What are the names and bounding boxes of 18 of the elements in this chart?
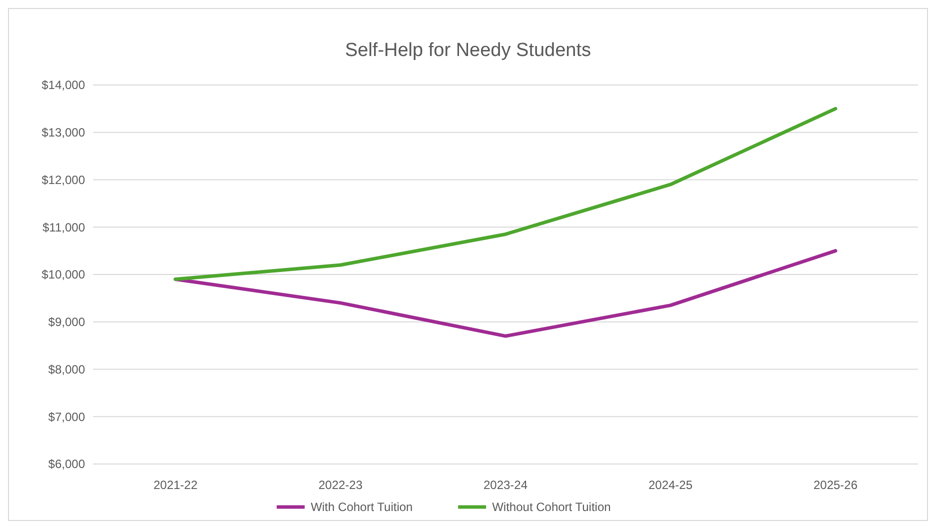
- y-tick-label: $9,000: [48, 315, 86, 330]
- y-tick-label: $8,000: [48, 362, 86, 376]
- x-tick-label: 2025-26: [813, 478, 858, 492]
- x-tick-label: 2022-23: [318, 478, 363, 492]
- legend-label: With Cohort Tuition: [310, 500, 413, 514]
- y-tick-label: $10,000: [42, 268, 86, 282]
- line-series: [174, 106, 838, 281]
- y-tick-label: $12,000: [42, 172, 86, 187]
- y-tick-label: $11,000: [42, 220, 86, 234]
- y-tick-label: $14,000: [42, 78, 86, 92]
- x-tick-label: 2021-22: [153, 478, 198, 492]
- y-tick-label: $6,000: [48, 457, 86, 472]
- chart-title: Self-Help for Needy Students: [344, 40, 592, 61]
- y-tick-label: $7,000: [48, 410, 86, 424]
- x-tick-label: 2024-25: [648, 478, 693, 492]
- legend-label: Without Cohort Tuition: [492, 500, 611, 514]
- y-tick-label: $13,000: [42, 126, 86, 140]
- x-tick-label: 2023-24: [483, 478, 528, 492]
